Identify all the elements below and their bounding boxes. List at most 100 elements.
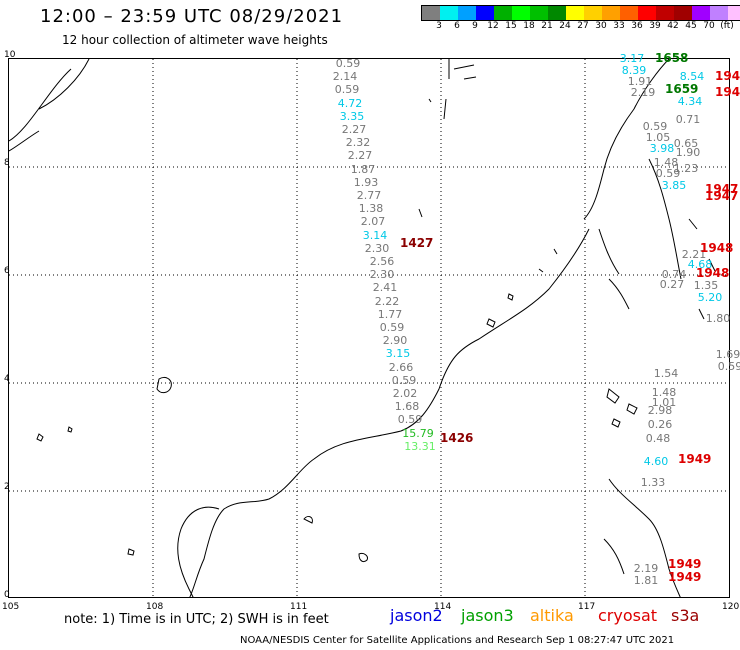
wave-height-value: 4.60 bbox=[643, 455, 669, 468]
wave-height-value: 0.59 bbox=[335, 57, 361, 70]
wave-height-value: 1.80 bbox=[705, 312, 731, 325]
wave-height-value: 1.33 bbox=[640, 476, 666, 489]
wave-height-value: 2.19 bbox=[633, 562, 659, 575]
wave-height-value: 0.26 bbox=[647, 418, 673, 431]
wave-height-value: 2.32 bbox=[345, 136, 371, 150]
time-label: 1949 bbox=[678, 452, 712, 466]
legend-altika: altika bbox=[530, 606, 574, 625]
time-label: 1947 bbox=[705, 189, 739, 203]
wave-height-value: 2.21 bbox=[681, 248, 707, 261]
latitude-label: 10 bbox=[4, 50, 16, 60]
wave-height-value: 0.74 bbox=[661, 268, 687, 281]
scale-tick-label: (ft) bbox=[720, 21, 734, 31]
longitude-label: 111 bbox=[290, 602, 308, 612]
scale-tick-label: 30 bbox=[595, 21, 607, 31]
wave-height-value: 2.98 bbox=[647, 404, 673, 417]
scale-tick-label: 39 bbox=[649, 21, 661, 31]
time-label: 1948 bbox=[700, 241, 734, 255]
scale-tick-label: 6 bbox=[454, 21, 460, 31]
scale-tick-label: 3 bbox=[436, 21, 442, 31]
wave-height-value: 2.90 bbox=[382, 334, 408, 348]
wave-height-value: 2.66 bbox=[388, 360, 414, 374]
time-label: 194 bbox=[715, 69, 740, 83]
wave-height-value: 4.34 bbox=[677, 95, 703, 108]
latitude-label: 4 bbox=[4, 374, 10, 384]
wave-height-value: 8.54 bbox=[679, 70, 705, 83]
wave-height-value: 1.77 bbox=[377, 307, 403, 321]
scale-swatch bbox=[476, 6, 494, 20]
scale-swatch bbox=[548, 6, 566, 20]
wave-height-value: 1.48 bbox=[651, 386, 677, 399]
time-label: 1659 bbox=[665, 82, 699, 96]
wave-height-value: 1.87 bbox=[350, 162, 376, 176]
longitude-label: 117 bbox=[578, 602, 596, 612]
coastlines bbox=[9, 59, 716, 597]
map-plot-area bbox=[8, 58, 730, 598]
scale-swatch bbox=[674, 6, 692, 20]
scale-swatch bbox=[566, 6, 584, 20]
wave-height-value: 0.48 bbox=[645, 432, 671, 445]
scale-swatch bbox=[638, 6, 656, 20]
scale-tick-label: 33 bbox=[613, 21, 625, 31]
footer-credit: NOAA/NESDIS Center for Satellite Applica… bbox=[240, 635, 675, 646]
scale-swatch bbox=[584, 6, 602, 20]
footer-note: note: 1) Time is in UTC; 2) SWH is in fe… bbox=[64, 612, 329, 627]
wave-height-value: 1.38 bbox=[358, 202, 384, 216]
scale-tick-label: 18 bbox=[523, 21, 535, 31]
wave-height-value: 1.81 bbox=[633, 574, 659, 587]
scale-swatch bbox=[710, 6, 728, 20]
time-label: 1948 bbox=[696, 266, 730, 280]
longitude-label: 105 bbox=[2, 602, 20, 612]
wave-height-value: 2.30 bbox=[364, 241, 390, 255]
wave-height-value: 0.59 bbox=[655, 167, 681, 180]
wave-height-value: 0.71 bbox=[675, 113, 701, 126]
scale-tick-label: 24 bbox=[559, 21, 571, 31]
wave-height-value: 2.30 bbox=[369, 268, 395, 282]
wave-height-value: 2.77 bbox=[356, 189, 382, 202]
wave-height-value: 2.14 bbox=[332, 70, 358, 84]
scale-swatch bbox=[530, 6, 548, 20]
wave-height-value: 0.59 bbox=[379, 321, 405, 334]
scale-swatch bbox=[656, 6, 674, 20]
scale-tick-label: 27 bbox=[577, 21, 589, 31]
wave-height-value: 1.90 bbox=[675, 146, 701, 159]
scale-tick-label: 70 bbox=[703, 21, 715, 31]
wave-height-value: 3.98 bbox=[649, 142, 675, 155]
scale-swatch bbox=[692, 6, 710, 20]
color-scale-tick-labels: 3 6 9 12 15 18 21 24 27 30 33 36 39 42 45 70 (ft) bbox=[421, 21, 734, 33]
wave-height-value: 2.22 bbox=[374, 294, 400, 308]
scale-tick-label: 42 bbox=[667, 21, 679, 31]
wave-height-value: 1.69 bbox=[715, 348, 740, 361]
wave-height-value: 0.59 bbox=[334, 83, 360, 97]
wave-height-value: 2.41 bbox=[372, 281, 398, 295]
scale-swatch bbox=[512, 6, 530, 20]
time-label: 1947 bbox=[705, 182, 739, 196]
wave-height-value: 0.59 bbox=[717, 360, 740, 373]
time-label: 1658 bbox=[655, 51, 689, 65]
wave-height-value: 1.05 bbox=[645, 131, 671, 144]
map-subtitle: 12 hour collection of altimeter wave hei… bbox=[62, 33, 328, 47]
coastline-map bbox=[9, 59, 729, 597]
wave-height-value: 1.35 bbox=[693, 279, 719, 292]
grid-lines bbox=[9, 59, 729, 597]
wave-height-value: 3.14 bbox=[362, 228, 388, 242]
scale-tick-label: 12 bbox=[487, 21, 499, 31]
latitude-label: 8 bbox=[4, 158, 10, 168]
legend-jason3: jason3 bbox=[461, 606, 514, 625]
scale-tick-label: 36 bbox=[631, 21, 643, 31]
wave-height-value: 2.07 bbox=[360, 215, 386, 229]
scale-swatch bbox=[602, 6, 620, 20]
wave-height-value: 1.93 bbox=[353, 175, 379, 189]
wave-height-value: 1.91 bbox=[627, 75, 653, 88]
wave-height-value: 0.59 bbox=[391, 373, 417, 387]
scale-tick-label: 9 bbox=[472, 21, 478, 31]
wave-height-value: 0.59 bbox=[397, 413, 423, 427]
scale-swatch bbox=[458, 6, 476, 20]
scale-tick-label: 21 bbox=[541, 21, 553, 31]
scale-swatch bbox=[620, 6, 638, 20]
wave-height-value: 0.59 bbox=[642, 120, 668, 133]
wave-height-value: 1.54 bbox=[653, 367, 679, 380]
time-label: 194 bbox=[715, 85, 740, 99]
longitude-label: 114 bbox=[434, 602, 452, 612]
